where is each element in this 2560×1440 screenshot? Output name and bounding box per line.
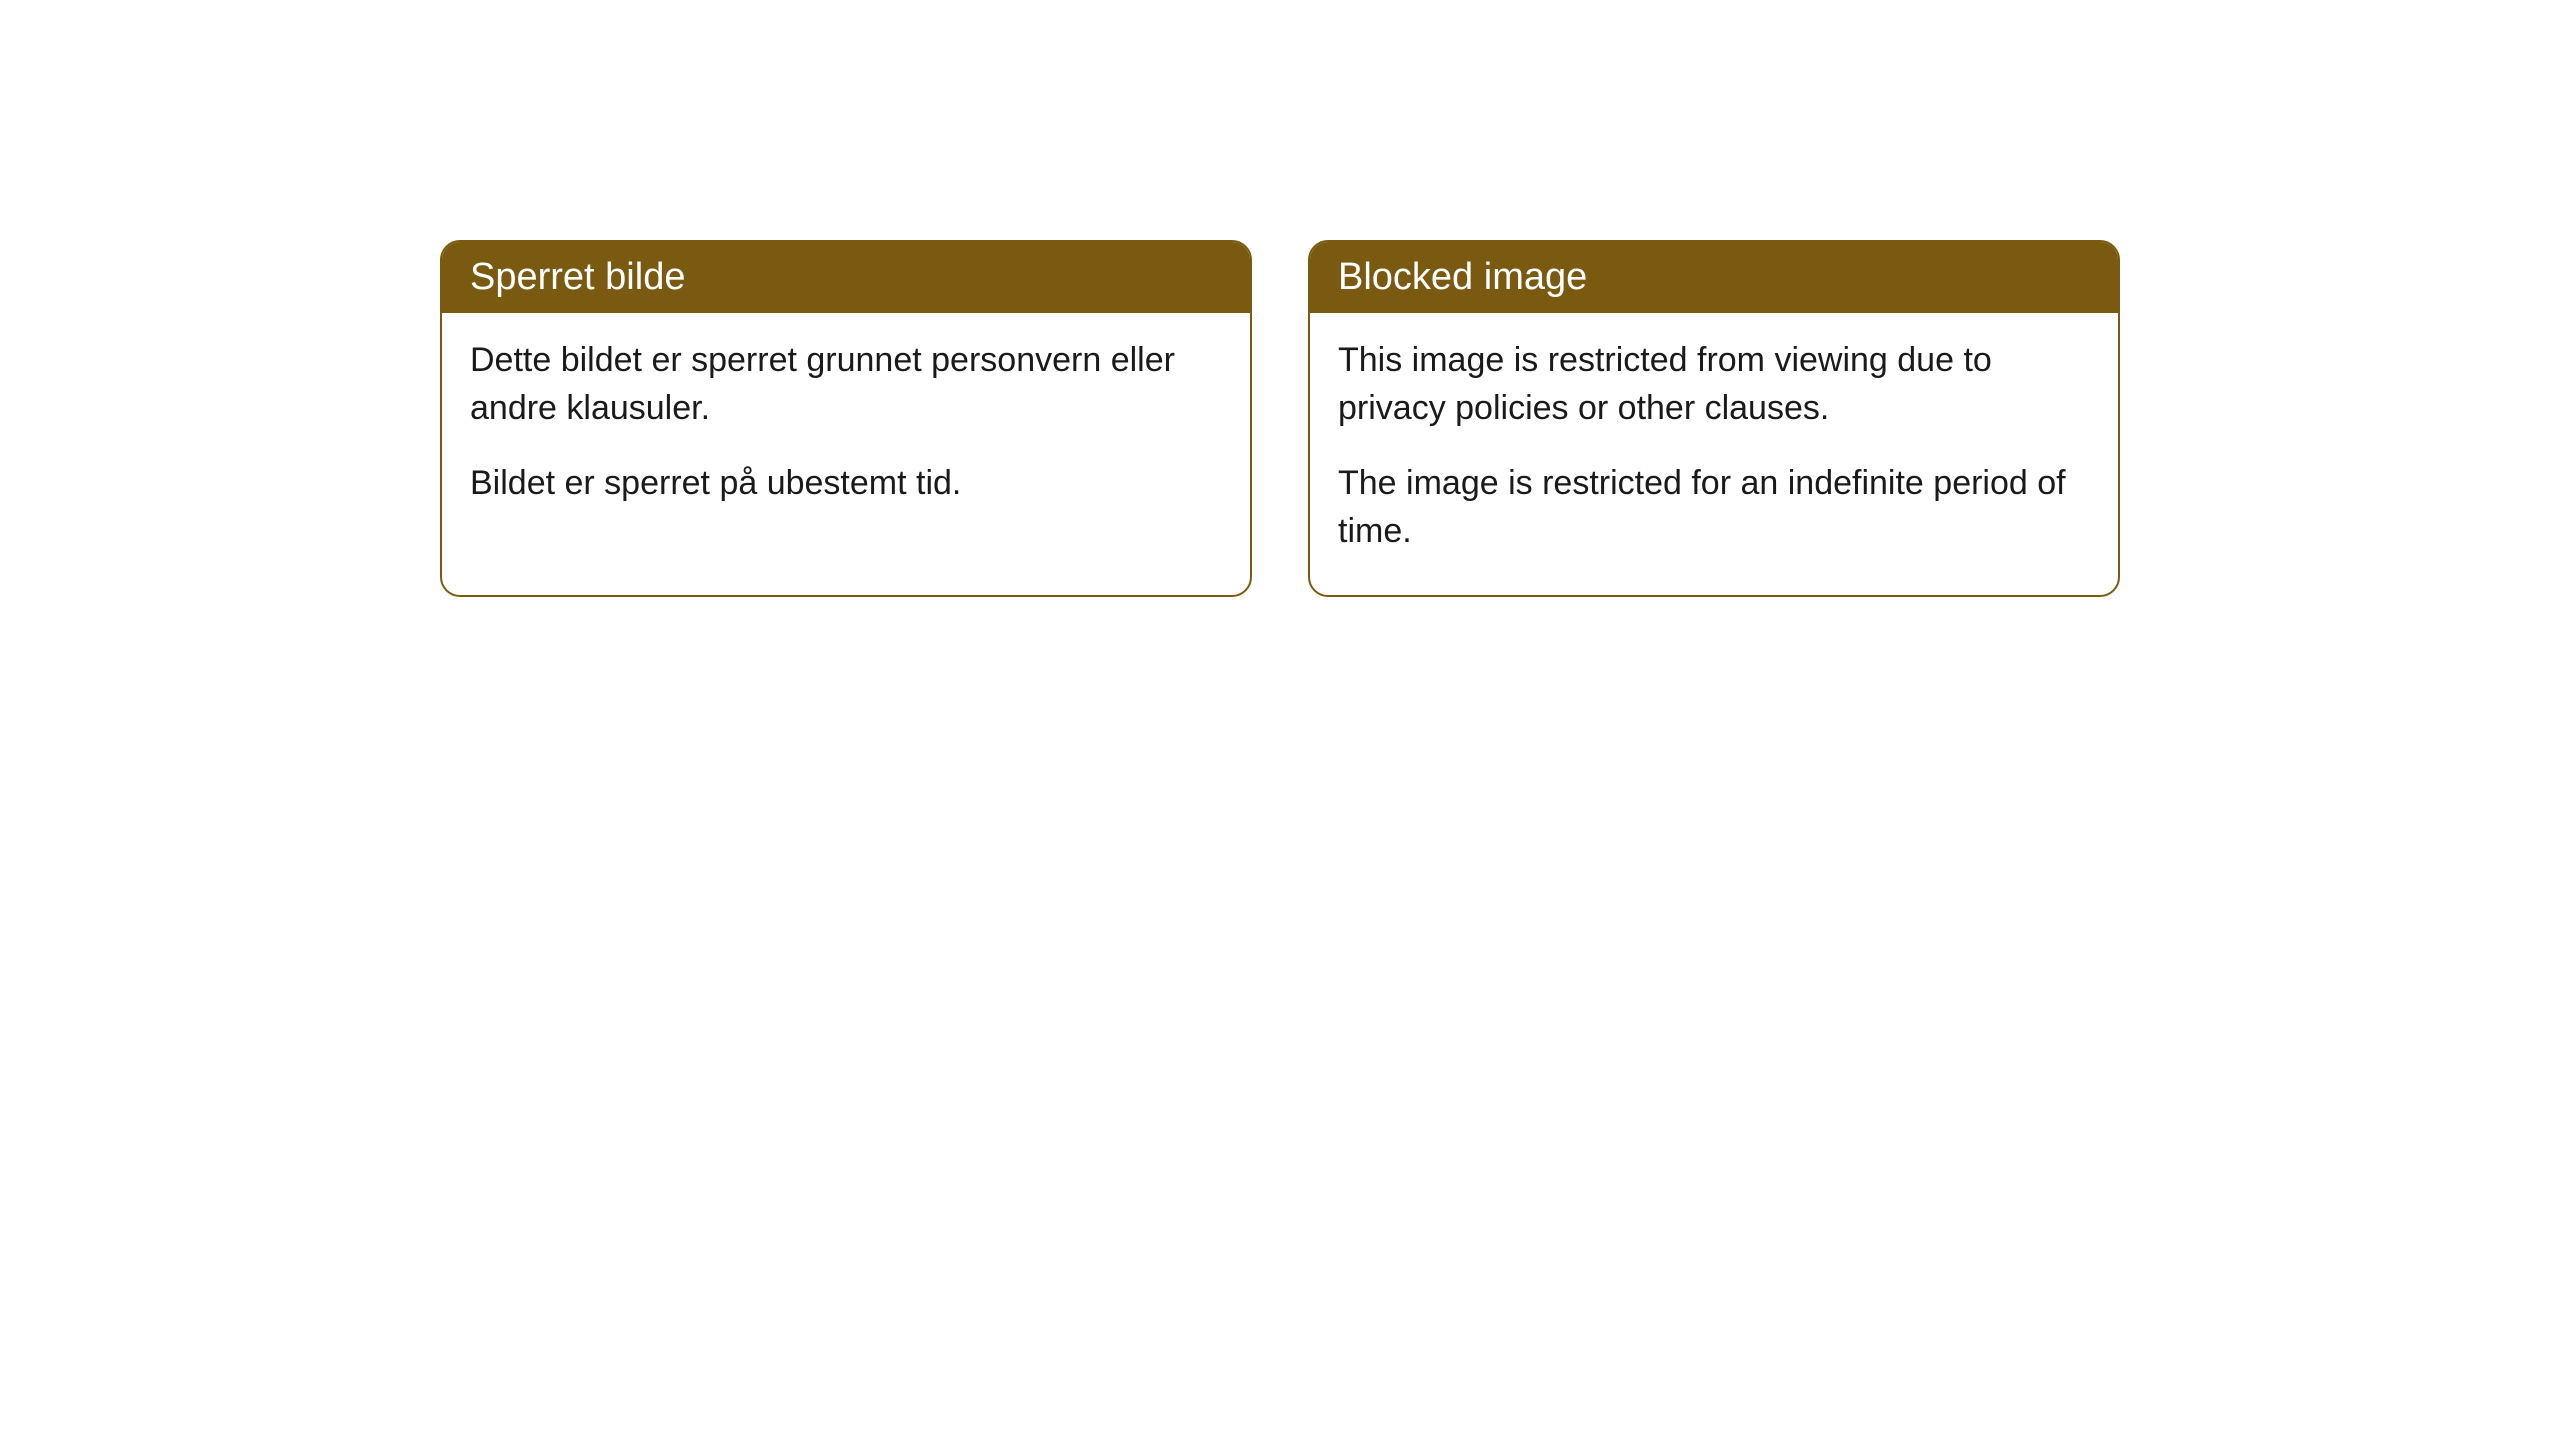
card-header: Sperret bilde — [442, 242, 1250, 313]
card-title: Blocked image — [1338, 256, 1587, 298]
card-paragraph: This image is restricted from viewing du… — [1338, 337, 2090, 432]
card-paragraph: The image is restricted for an indefinit… — [1338, 460, 2090, 555]
notice-cards-container: Sperret bilde Dette bildet er sperret gr… — [440, 240, 2120, 597]
notice-card-norwegian: Sperret bilde Dette bildet er sperret gr… — [440, 240, 1252, 597]
card-paragraph: Bildet er sperret på ubestemt tid. — [470, 460, 1222, 508]
card-body: This image is restricted from viewing du… — [1310, 313, 2118, 595]
notice-card-english: Blocked image This image is restricted f… — [1308, 240, 2120, 597]
card-title: Sperret bilde — [470, 256, 685, 298]
card-header: Blocked image — [1310, 242, 2118, 313]
card-body: Dette bildet er sperret grunnet personve… — [442, 313, 1250, 548]
card-paragraph: Dette bildet er sperret grunnet personve… — [470, 337, 1222, 432]
